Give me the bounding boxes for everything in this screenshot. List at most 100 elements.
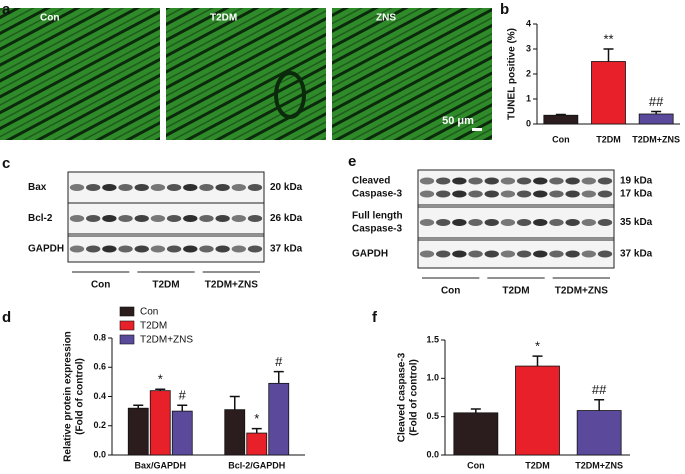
blot-strip: [67, 202, 265, 235]
band: [86, 215, 101, 222]
band: [597, 190, 613, 198]
band: [533, 177, 548, 185]
x-tick-label: T2DM: [596, 134, 621, 144]
micrograph: [0, 8, 160, 140]
bar: [638, 113, 674, 125]
y-axis-label: Relative protein expression: [63, 331, 74, 462]
band: [484, 219, 499, 226]
band: [516, 190, 532, 198]
bar: [453, 412, 499, 456]
y-tick-label: 0.6: [93, 362, 106, 372]
band: [134, 245, 149, 253]
band: [69, 245, 85, 253]
image-caption: ZNS: [376, 13, 396, 24]
blot-strip: [417, 169, 615, 206]
group-label: T2DM+ZNS: [205, 280, 258, 291]
panel-label: e: [348, 153, 356, 170]
band: [247, 245, 263, 253]
y-axis-label: Cleaved caspase-3: [397, 352, 408, 442]
bar: [515, 365, 560, 456]
band: [549, 219, 564, 226]
error-bar: [555, 113, 566, 116]
band: [581, 219, 596, 226]
size-label: 19 kDa: [620, 176, 653, 187]
annotation: *: [254, 411, 259, 426]
panel-label: d: [2, 309, 11, 326]
band: [565, 250, 580, 258]
band: [581, 177, 596, 185]
band: [150, 215, 166, 222]
panel-label: f: [372, 309, 378, 326]
band: [597, 250, 613, 258]
band: [419, 219, 435, 226]
band: [516, 250, 532, 258]
blot-strip: [417, 239, 615, 269]
band: [500, 190, 516, 198]
legend-label: Con: [140, 307, 158, 318]
y-tick-label: 1.5: [426, 334, 439, 344]
band: [436, 190, 451, 198]
group-label: Con: [441, 286, 460, 297]
band: [549, 190, 564, 198]
error-bar: [133, 404, 144, 409]
band: [581, 190, 596, 198]
y-axis-label: TUNEL positive (%): [507, 28, 518, 120]
band: [500, 177, 516, 185]
band: [452, 250, 467, 258]
y-axis-label: (Fold of control): [75, 358, 86, 435]
y-tick-label: 0.0: [426, 449, 439, 459]
band: [247, 215, 263, 222]
band: [436, 177, 451, 185]
band: [419, 177, 435, 185]
y-tick-label: 0: [526, 118, 531, 128]
band: [419, 250, 435, 258]
band: [150, 184, 166, 191]
annotation: #: [275, 354, 283, 369]
vessel: [274, 71, 306, 119]
band: [533, 219, 548, 226]
x-tick-label: T2DM+ZNS: [632, 134, 680, 144]
legend-swatch: [119, 334, 135, 345]
x-tick-label: T2DM: [525, 460, 550, 470]
band: [484, 190, 499, 198]
bar: [171, 410, 193, 456]
error-bar: [229, 395, 240, 410]
panel-label: b: [500, 1, 509, 18]
row-label: Bax: [28, 182, 47, 193]
band: [452, 219, 467, 226]
micrographs: [0, 8, 492, 140]
band: [247, 184, 263, 191]
band: [549, 177, 564, 185]
band: [69, 184, 85, 191]
band: [565, 219, 580, 226]
y-tick-label: 0.4: [93, 391, 106, 401]
band: [533, 190, 548, 198]
band: [436, 250, 451, 258]
band: [468, 190, 483, 198]
band: [215, 215, 230, 222]
size-label: 35 kDa: [620, 217, 653, 228]
error-bar: [594, 399, 605, 411]
band: [118, 215, 133, 222]
band: [565, 190, 580, 198]
legend-label: T2DM: [140, 321, 167, 332]
band: [500, 219, 516, 226]
band: [231, 184, 246, 191]
image-caption: Con: [40, 13, 59, 24]
y-tick-label: 0.8: [93, 332, 106, 342]
size-label: 26 kDa: [270, 213, 303, 224]
error-bar: [532, 355, 543, 367]
band: [183, 215, 198, 222]
band: [452, 190, 467, 198]
annotation: *: [158, 372, 163, 387]
band: [166, 215, 182, 222]
y-tick-label: 0.5: [426, 411, 439, 421]
bar: [543, 114, 579, 125]
band: [199, 245, 214, 253]
micrograph: [332, 8, 492, 140]
y-tick-label: 2: [526, 68, 531, 78]
band: [468, 250, 483, 258]
y-tick-label: 4: [526, 18, 531, 28]
panel-label: c: [2, 155, 10, 172]
